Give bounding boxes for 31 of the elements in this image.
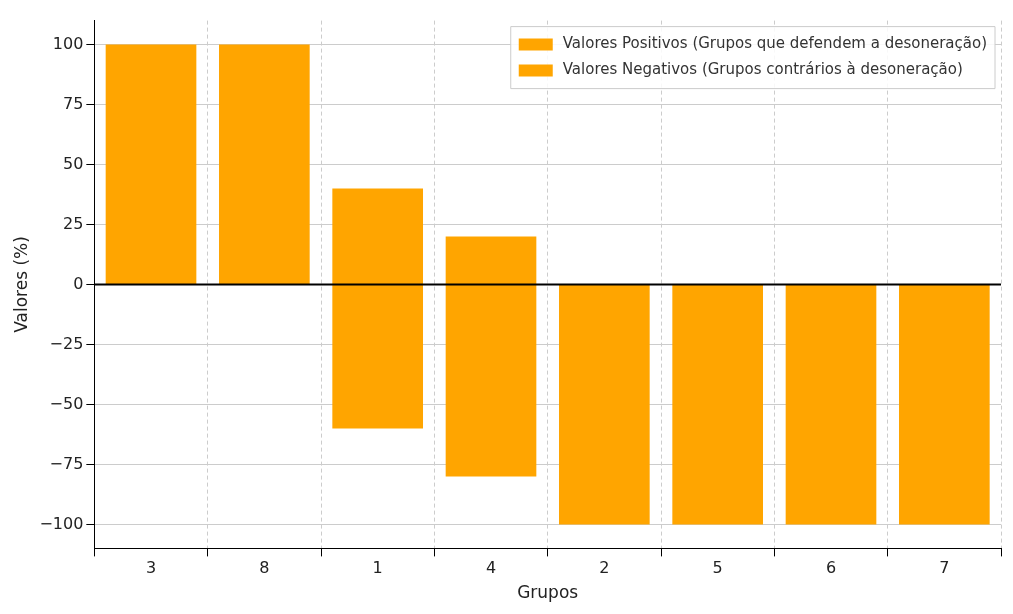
y-tick-label: −75: [49, 453, 84, 473]
x-tick-label: 7: [939, 558, 950, 578]
bar: [899, 285, 990, 525]
x-tick-label: 2: [599, 558, 610, 578]
x-tick-label: 6: [825, 558, 837, 578]
bar: [332, 285, 424, 429]
bar: [332, 188, 424, 284]
y-tick-label: −25: [49, 333, 84, 353]
x-tick-label: 4: [485, 558, 497, 578]
y-axis-title: Valores (%): [10, 236, 31, 333]
bar: [105, 44, 197, 284]
legend-label: Valores Positivos (Grupos que defendem a desoneração): [562, 34, 988, 53]
bar: [445, 236, 537, 284]
legend-label: Valores Negativos (Grupos contrários à desoneração): [562, 60, 963, 79]
y-tick-label: 25: [62, 213, 84, 233]
x-tick-label: 3: [145, 558, 157, 578]
y-tick-label: −100: [39, 513, 84, 533]
y-tick-label: 75: [62, 93, 84, 113]
y-tick-label: 100: [52, 33, 84, 53]
y-tick-label: −50: [49, 393, 84, 413]
bar: [785, 285, 877, 525]
x-tick-label: 5: [712, 558, 723, 578]
bar: [445, 285, 537, 477]
x-tick-label: 1: [372, 558, 383, 578]
bar: [672, 285, 763, 525]
bar: [559, 285, 650, 525]
x-axis-title: Grupos: [517, 582, 579, 603]
y-tick-label: 0: [73, 273, 84, 293]
x-tick-label: 8: [259, 558, 270, 578]
bar: [219, 44, 310, 284]
y-tick-label: 50: [62, 153, 84, 173]
